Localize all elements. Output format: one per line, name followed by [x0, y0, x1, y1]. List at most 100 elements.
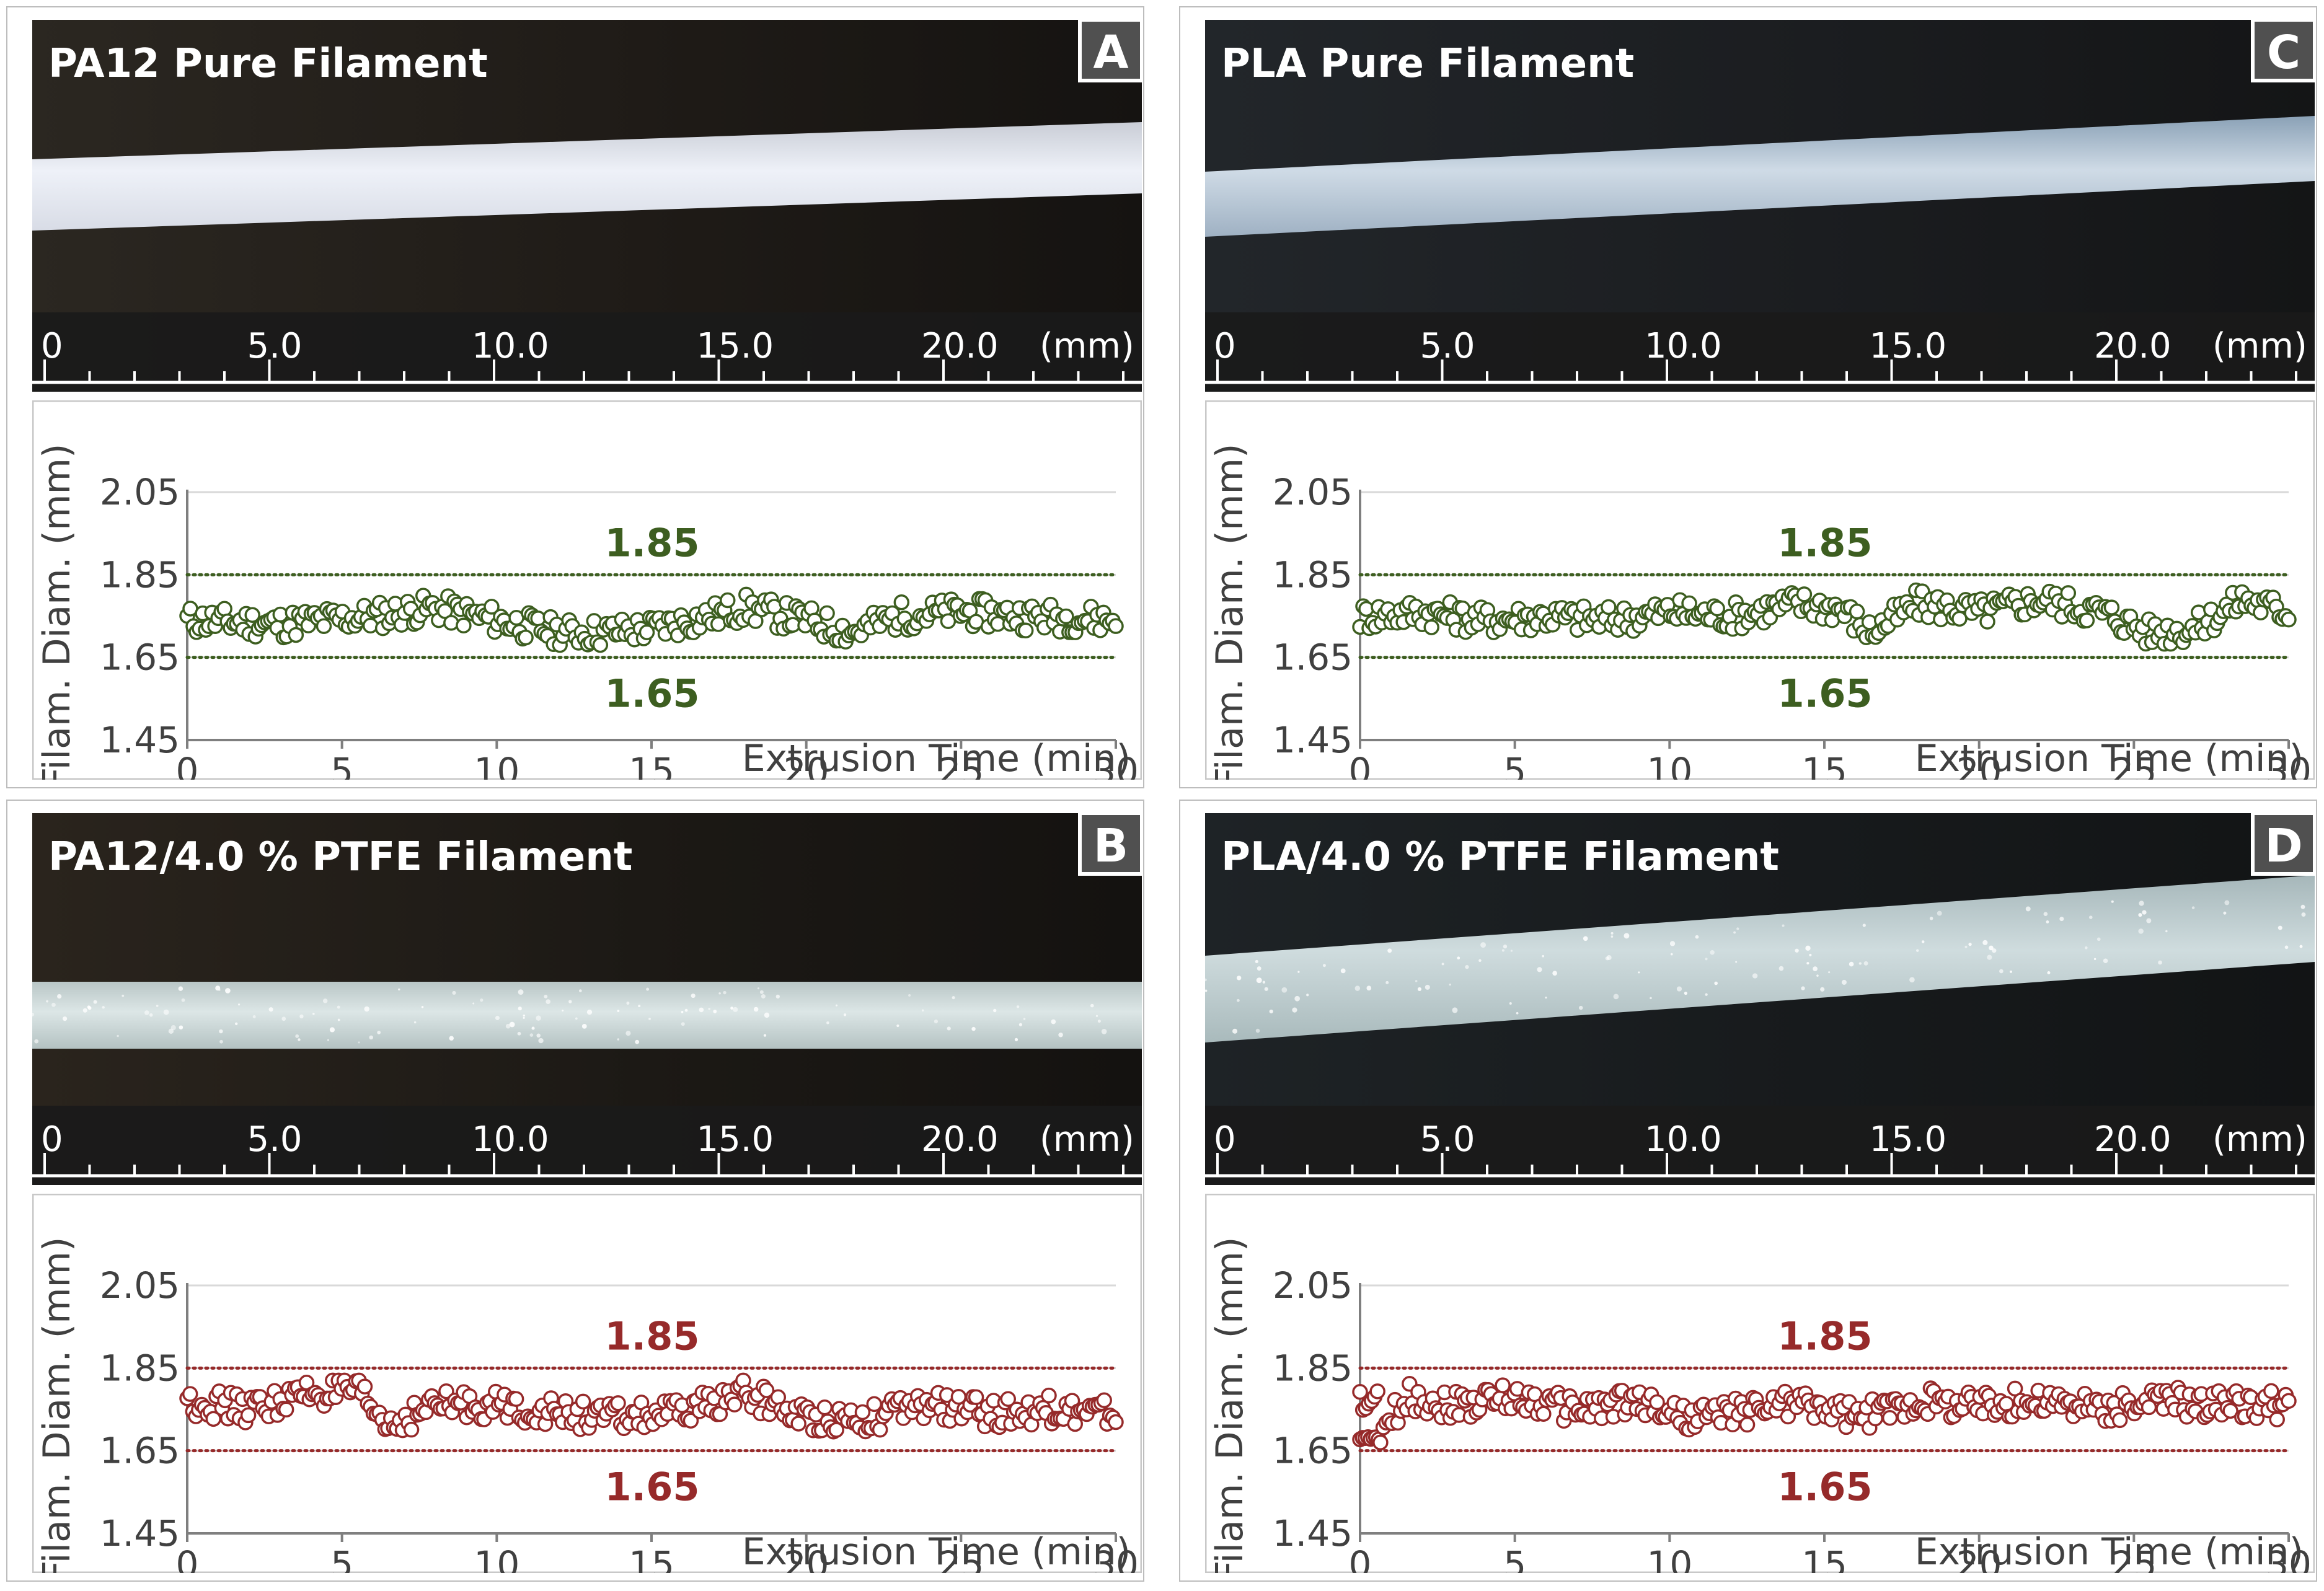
ptfe-speckle — [1294, 995, 1300, 1002]
x-tick-label: 15 — [629, 750, 674, 780]
ruler-tick-label: 15.0 — [697, 326, 774, 366]
ptfe-speckle — [1014, 1038, 1018, 1042]
y-tick-label: 1.85 — [1273, 1347, 1353, 1389]
data-point — [2111, 1412, 2128, 1429]
ruler-tick-label: 10.0 — [1645, 326, 1722, 366]
data-point — [1495, 1377, 1511, 1393]
ptfe-speckle — [505, 1023, 511, 1029]
y-tick-label: 1.65 — [100, 1430, 180, 1472]
data-point — [1058, 608, 1074, 625]
ptfe-speckle — [826, 1021, 829, 1025]
ptfe-speckle — [1752, 973, 1758, 979]
ptfe-speckle — [1968, 943, 1972, 946]
ptfe-speckle — [117, 1034, 119, 1038]
ptfe-speckle — [322, 998, 328, 1003]
ptfe-speckle — [1262, 981, 1266, 984]
ruler-tick-label: 10.0 — [472, 326, 549, 366]
ptfe-speckle — [934, 1019, 939, 1024]
ptfe-speckle — [562, 1009, 564, 1012]
ptfe-speckle — [1916, 949, 1919, 952]
ptfe-speckle — [1322, 964, 1326, 967]
data-point — [1000, 1391, 1017, 1407]
ruler-tick-label: 0 — [1214, 326, 1236, 366]
data-point — [2103, 599, 2120, 615]
x-axis-label: Extrusion Time (min) — [1915, 1530, 2304, 1573]
ptfe-speckle — [2299, 945, 2303, 948]
y-axis-label: Filam. Diam. (mm) — [1208, 444, 1252, 780]
ptfe-speckle — [1205, 989, 1208, 992]
panel-badge-letter: C — [2267, 26, 2300, 79]
ptfe-speckle — [575, 1017, 578, 1020]
data-series — [179, 1372, 1124, 1440]
ruler-tick-label: 15.0 — [697, 1119, 774, 1160]
data-point — [816, 1399, 833, 1416]
ptfe-speckle — [2043, 912, 2048, 917]
ruler-unit: (mm) — [2212, 1119, 2307, 1160]
ptfe-speckle — [1805, 945, 1811, 951]
x-tick-label: 30 — [1093, 1543, 1139, 1573]
ptfe-speckle — [718, 992, 721, 995]
ptfe-speckle — [1387, 948, 1392, 953]
ptfe-speckle — [337, 1018, 340, 1021]
ptfe-speckle — [517, 1031, 521, 1036]
ptfe-speckle — [1385, 981, 1389, 984]
x-tick-label: 0 — [176, 750, 199, 780]
data-point — [1352, 1383, 1368, 1400]
data-point — [592, 637, 609, 653]
data-point — [2281, 611, 2297, 628]
ptfe-speckle — [298, 1038, 301, 1041]
y-tick-label: 1.85 — [100, 553, 180, 596]
ptfe-speckle — [1503, 944, 1508, 949]
x-tick-label: 25 — [938, 1543, 984, 1573]
ptfe-speckle — [835, 1004, 838, 1007]
ptfe-speckle — [1232, 1028, 1238, 1034]
ptfe-speckle — [1705, 958, 1708, 961]
ptfe-speckle — [1735, 961, 1738, 963]
x-tick-label: 30 — [2266, 750, 2312, 780]
ptfe-speckle — [1023, 1018, 1026, 1020]
data-point — [968, 1389, 984, 1406]
ptfe-speckle — [952, 996, 955, 1000]
ptfe-speckle — [759, 990, 764, 994]
panel-badge — [1078, 813, 1142, 876]
ptfe-speckle — [2009, 970, 2012, 973]
data-point — [610, 1395, 626, 1411]
ptfe-speckle — [1999, 969, 2004, 974]
ptfe-speckle — [617, 1038, 620, 1041]
ptfe-speckle — [215, 985, 221, 991]
x-tick-label: 20 — [1956, 1543, 2002, 1573]
x-tick-label: 10 — [1646, 750, 1692, 780]
data-point — [819, 605, 835, 622]
data-point — [638, 624, 655, 640]
data-point — [1096, 1392, 1112, 1408]
ptfe-speckle — [34, 1039, 39, 1044]
ptfe-speckle — [509, 1021, 515, 1028]
ptfe-speckle — [908, 994, 911, 997]
x-tick-label: 5 — [1503, 750, 1526, 780]
ptfe-speckle — [1480, 942, 1487, 948]
ptfe-speckle — [753, 1007, 759, 1012]
filament-strand — [32, 982, 1142, 1049]
ruler-unit: (mm) — [1040, 326, 1134, 366]
data-point — [2222, 1403, 2238, 1419]
ptfe-speckle — [518, 1007, 522, 1011]
ptfe-speckle — [1058, 1032, 1063, 1038]
upper-limit-label: 1.85 — [1778, 520, 1873, 565]
data-point — [316, 618, 332, 634]
ptfe-speckle — [1501, 949, 1504, 952]
ptfe-speckle — [1306, 994, 1309, 997]
ptfe-speckle — [523, 1016, 525, 1019]
ptfe-speckle — [51, 1002, 56, 1007]
ptfe-speckle — [1964, 945, 1968, 948]
data-point — [683, 1413, 699, 1429]
filament-strand — [1205, 875, 2315, 1042]
chart-frame — [1205, 1194, 2315, 1573]
data-point — [403, 1421, 420, 1438]
ptfe-speckle — [1782, 924, 1785, 927]
ptfe-speckle — [625, 1031, 631, 1036]
data-point — [2253, 604, 2269, 621]
ptfe-speckle — [1269, 1009, 1273, 1014]
y-axis-label: Filam. Diam. (mm) — [1208, 1237, 1252, 1573]
ptfe-speckle — [1849, 961, 1854, 967]
